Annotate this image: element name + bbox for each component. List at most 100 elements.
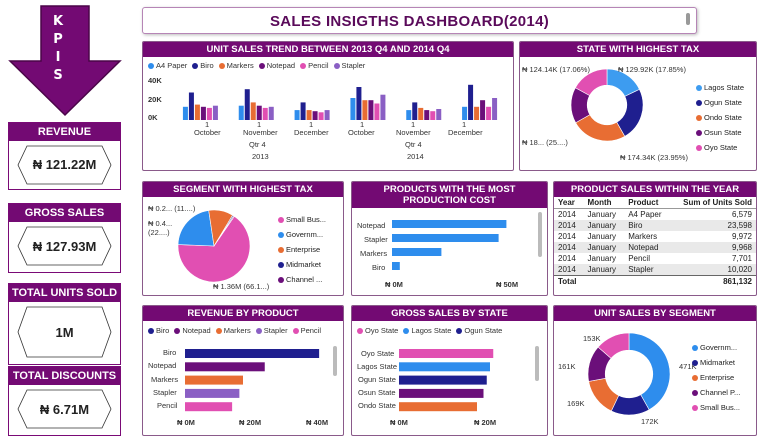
trend-bar[interactable] (238, 105, 244, 120)
panel-segment-highest-tax[interactable]: SEGMENT WITH HIGHEST TAX ₦ 0.2... (11...… (142, 181, 344, 296)
panel-scrollbar[interactable] (538, 212, 542, 257)
unit-segment-slice[interactable] (628, 333, 670, 411)
state-tax-slice[interactable] (574, 69, 608, 96)
production-bar[interactable] (392, 262, 400, 270)
trend-bar[interactable] (480, 100, 486, 120)
trend-bar[interactable] (374, 103, 380, 121)
trend-bar[interactable] (244, 89, 250, 120)
revenue-bar[interactable] (185, 388, 240, 398)
kpi-card-total-discounts[interactable]: TOTAL DISCOUNTS ₦ 6.71M (8, 366, 121, 436)
x-tick-day: 1 (309, 120, 314, 129)
trend-bar[interactable] (318, 112, 324, 120)
x-tick-month: December (294, 128, 329, 137)
kpi-card-total-units[interactable]: TOTAL UNITS SOLD 1M (8, 283, 121, 365)
segment-tax-slice[interactable] (178, 215, 250, 282)
revenue-bars (185, 349, 320, 412)
panel-scrollbar[interactable] (333, 346, 337, 376)
trend-bar[interactable] (324, 110, 330, 120)
trend-bar[interactable] (212, 105, 218, 120)
trend-bar[interactable] (462, 106, 468, 120)
x-tick: ₦ 0M (177, 418, 195, 427)
gross-state-bar[interactable] (399, 349, 494, 358)
legend-item: Stapler (255, 326, 288, 335)
trend-bar[interactable] (300, 102, 306, 120)
panel-state-highest-tax[interactable]: STATE WITH HIGHEST TAX ₦ 124.14K (17.06%… (519, 41, 757, 171)
trend-bar[interactable] (430, 111, 436, 120)
revenue-bar[interactable] (185, 402, 233, 412)
trend-bar[interactable] (294, 110, 300, 120)
trend-bar[interactable] (362, 100, 368, 120)
legend-item: Ogun State (456, 326, 502, 335)
trend-bar[interactable] (312, 111, 318, 120)
trend-bar[interactable] (256, 105, 262, 120)
unit-segment-slice[interactable] (597, 333, 630, 359)
trend-bar[interactable] (380, 94, 386, 120)
gross-state-bar[interactable] (399, 402, 477, 412)
production-bar[interactable] (392, 220, 507, 228)
trend-bar[interactable] (188, 92, 194, 121)
kpi-card-revenue[interactable]: REVENUE ₦ 121.22M (8, 122, 121, 190)
trend-bar[interactable] (474, 106, 480, 120)
bar-category: Biro (163, 348, 177, 357)
production-bar[interactable] (392, 234, 499, 242)
panel-scrollbar[interactable] (535, 346, 539, 381)
x-tick-day: 1 (205, 120, 210, 129)
kpi-card-gross-sales[interactable]: GROSS SALES ₦ 127.93M (8, 203, 121, 273)
trend-bar[interactable] (206, 107, 212, 120)
revenue-bar[interactable] (185, 375, 243, 385)
panel-revenue-by-product[interactable]: REVENUE BY PRODUCT Biro Notepad Markers … (142, 305, 344, 436)
trend-bar[interactable] (424, 110, 430, 120)
legend-item: Channel P... (692, 385, 740, 400)
gross-state-bar[interactable] (399, 375, 487, 385)
trend-bar[interactable] (250, 102, 256, 120)
bar-category: Ogun State (358, 375, 396, 384)
gross-state-bar[interactable] (399, 362, 490, 372)
trend-bar[interactable] (182, 106, 188, 120)
trend-bar[interactable] (418, 107, 424, 120)
segment-tax-slice[interactable] (213, 215, 235, 247)
legend-item: Lagos State (696, 80, 744, 95)
x-tick-month: November (396, 128, 431, 137)
x-tick-quarter: Qtr 4 (249, 140, 266, 149)
revenue-bar[interactable] (185, 362, 265, 372)
trend-bar[interactable] (350, 98, 356, 120)
panel-unit-sales-by-segment[interactable]: UNIT SALES BY SEGMENT 153K 161K 169K 172… (553, 305, 757, 436)
x-tick-year: 2013 (252, 152, 269, 161)
panel-production-cost[interactable]: PRODUCTS WITH THE MOST PRODUCTION COST N… (351, 181, 548, 296)
panel-unit-sales-trend[interactable]: UNIT SALES TREND BETWEEN 2013 Q4 AND 201… (142, 41, 514, 171)
legend-item: Ondo State (696, 110, 744, 125)
panel-product-sales-table[interactable]: PRODUCT SALES WITHIN THE YEAR Year Month… (553, 181, 757, 296)
bar-category: Stapler (153, 388, 177, 397)
panel-gross-sales-by-state[interactable]: GROSS SALES BY STATE Oyo State Lagos Sta… (351, 305, 548, 436)
trend-bar[interactable] (412, 102, 418, 120)
production-bar[interactable] (392, 248, 442, 256)
title-scrollbar[interactable] (686, 13, 690, 25)
trend-bar[interactable] (436, 109, 442, 120)
trend-bar[interactable] (406, 110, 412, 120)
legend-item: Small Bus... (278, 212, 326, 227)
legend-item: Stapler (333, 61, 365, 70)
panel-title: UNIT SALES BY SEGMENT (554, 306, 756, 321)
slice-label: 153K (583, 334, 601, 343)
gross-state-bars (399, 349, 494, 412)
trend-bar[interactable] (200, 106, 206, 120)
segment-tax-slice[interactable] (178, 210, 215, 247)
trend-bar[interactable] (368, 100, 374, 120)
trend-bar[interactable] (468, 84, 474, 120)
trend-bar[interactable] (486, 106, 492, 120)
gross-state-bar[interactable] (399, 388, 484, 398)
table-row: 2014 January A4 Paper 6,579 (558, 210, 752, 219)
revenue-bar[interactable] (185, 349, 320, 358)
trend-bar[interactable] (356, 87, 362, 120)
unit-segment-donut (588, 333, 670, 415)
trend-bar[interactable] (262, 107, 268, 120)
trend-bar[interactable] (194, 104, 200, 120)
trend-bar[interactable] (268, 106, 274, 120)
trend-bar[interactable] (306, 110, 312, 120)
table-header-row: Year Month Product Sum of Units Sold (554, 197, 756, 209)
legend-item: A4 Paper (148, 61, 187, 70)
kpi-label: TOTAL UNITS SOLD (9, 284, 120, 302)
legend-item: Notepad (258, 61, 295, 70)
trend-bar[interactable] (492, 98, 498, 120)
kpi-frame (17, 306, 112, 358)
